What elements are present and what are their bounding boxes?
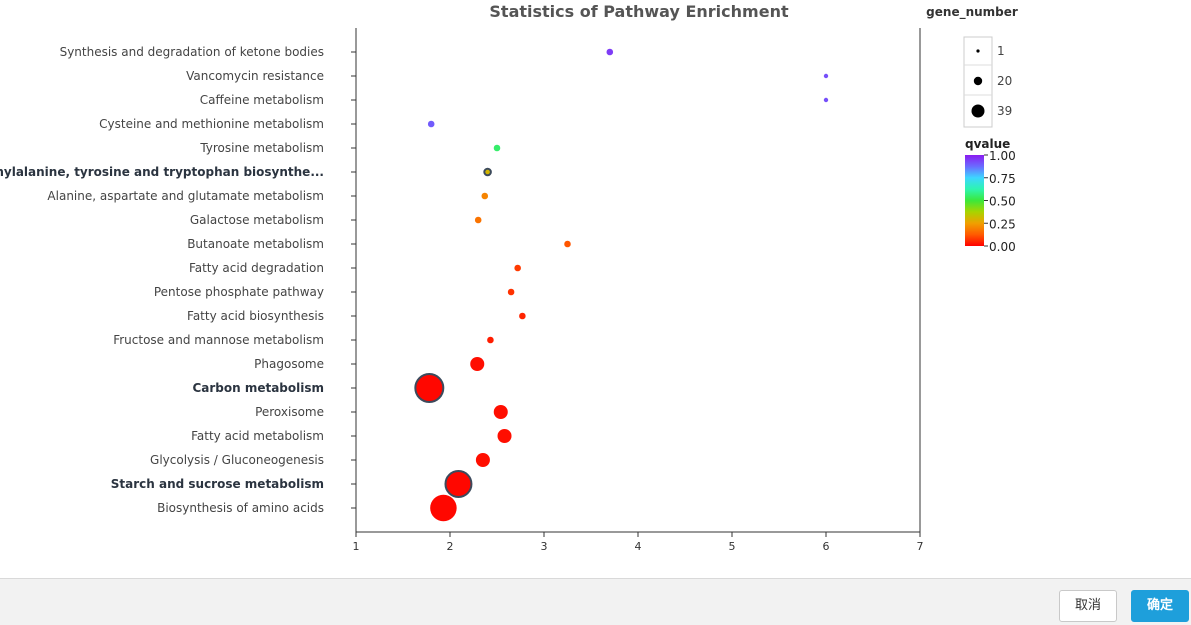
pathway-label: Peroxisome bbox=[255, 405, 324, 419]
pathway-label: Pentose phosphate pathway bbox=[154, 285, 324, 299]
y-axis-labels: Synthesis and degradation of ketone bodi… bbox=[0, 45, 356, 515]
bubble-point[interactable] bbox=[493, 404, 508, 420]
bubble-point[interactable] bbox=[474, 216, 482, 224]
pathway-label: Carbon metabolism bbox=[192, 381, 324, 395]
pathway-label: Galactose metabolism bbox=[190, 213, 324, 227]
pathway-label: Phenylalanine, tyrosine and tryptophan b… bbox=[0, 165, 324, 179]
size-legend-label: 1 bbox=[997, 44, 1005, 58]
colorbar-tick-label: 0.75 bbox=[989, 172, 1016, 186]
colorbar-tick-label: 0.00 bbox=[989, 240, 1016, 254]
bubble-point[interactable] bbox=[470, 356, 485, 372]
x-tick-label: 6 bbox=[823, 540, 830, 553]
pathway-label: Synthesis and degradation of ketone bodi… bbox=[60, 45, 324, 59]
bubble-point[interactable] bbox=[497, 428, 512, 444]
bubble-point[interactable] bbox=[564, 240, 571, 248]
pathway-label: Fatty acid metabolism bbox=[191, 429, 324, 443]
enrichment-bubble-chart: Statistics of Pathway Enrichment Synthes… bbox=[0, 2, 1018, 553]
color-legend: qvalue 1.00 0.75 0.50 0.25 0.00 bbox=[965, 137, 1016, 254]
x-tick-label: 2 bbox=[447, 540, 454, 553]
plot-frame bbox=[355, 28, 921, 533]
bubble-point[interactable] bbox=[475, 452, 490, 468]
size-legend: gene_number 1 20 39 bbox=[926, 5, 1018, 128]
colorbar-tick-label: 0.50 bbox=[989, 195, 1016, 209]
bubble-point[interactable] bbox=[823, 73, 829, 79]
pathway-label: Alanine, aspartate and glutamate metabol… bbox=[47, 189, 324, 203]
size-legend-label: 20 bbox=[997, 74, 1012, 88]
bubble-point[interactable] bbox=[514, 264, 521, 272]
pathway-label: Tyrosine metabolism bbox=[199, 141, 324, 155]
size-legend-title: gene_number bbox=[926, 5, 1018, 20]
size-legend-label: 39 bbox=[997, 104, 1012, 118]
x-tick-label: 3 bbox=[541, 540, 548, 553]
bubble-point[interactable] bbox=[606, 48, 614, 56]
pathway-label: Fructose and mannose metabolism bbox=[113, 333, 324, 347]
colorbar-tick-label: 0.25 bbox=[989, 217, 1016, 231]
pathway-label: Phagosome bbox=[254, 357, 324, 371]
bubble-point[interactable] bbox=[493, 144, 501, 152]
bubble-point[interactable] bbox=[427, 120, 435, 128]
bubble-point[interactable] bbox=[483, 167, 492, 177]
bubble-point[interactable] bbox=[507, 288, 515, 296]
bubble-point[interactable] bbox=[823, 97, 829, 103]
dialog-footer: 取消 确定 bbox=[0, 578, 1191, 625]
size-legend-dot bbox=[976, 49, 980, 53]
pathway-label: Vancomycin resistance bbox=[186, 69, 324, 83]
pathway-label: Caffeine metabolism bbox=[200, 93, 324, 107]
size-legend-dot bbox=[973, 76, 983, 86]
bubble-point[interactable] bbox=[414, 373, 445, 403]
size-legend-dot bbox=[971, 104, 985, 118]
bubble-point[interactable] bbox=[444, 470, 473, 498]
bubble-point[interactable] bbox=[487, 336, 494, 344]
chart-area: Statistics of Pathway Enrichment Synthes… bbox=[0, 2, 1018, 553]
bubble-point[interactable] bbox=[519, 312, 526, 320]
color-legend-title: qvalue bbox=[965, 137, 1010, 151]
bubble-point[interactable] bbox=[430, 494, 457, 522]
qvalue-colorbar bbox=[965, 155, 984, 246]
x-tick-label: 5 bbox=[729, 540, 736, 553]
pathway-label: Butanoate metabolism bbox=[187, 237, 324, 251]
pathway-label: Starch and sucrose metabolism bbox=[111, 477, 324, 491]
pathway-label: Fatty acid biosynthesis bbox=[187, 309, 324, 323]
x-tick-label: 1 bbox=[353, 540, 360, 553]
pathway-label: Biosynthesis of amino acids bbox=[157, 501, 324, 515]
chart-title: Statistics of Pathway Enrichment bbox=[489, 2, 789, 21]
pathway-label: Fatty acid degradation bbox=[189, 261, 324, 275]
cancel-button[interactable]: 取消 bbox=[1059, 590, 1117, 622]
confirm-button[interactable]: 确定 bbox=[1131, 590, 1189, 622]
pathway-label: Cysteine and methionine metabolism bbox=[99, 117, 324, 131]
x-tick-label: 4 bbox=[635, 540, 642, 553]
bubbles bbox=[414, 48, 829, 522]
bubble-point[interactable] bbox=[481, 192, 489, 200]
x-axis: 1 2 3 4 5 6 7 bbox=[353, 532, 924, 553]
x-tick-label: 7 bbox=[917, 540, 924, 553]
colorbar-tick-label: 1.00 bbox=[989, 149, 1016, 163]
pathway-label: Glycolysis / Gluconeogenesis bbox=[150, 453, 324, 467]
